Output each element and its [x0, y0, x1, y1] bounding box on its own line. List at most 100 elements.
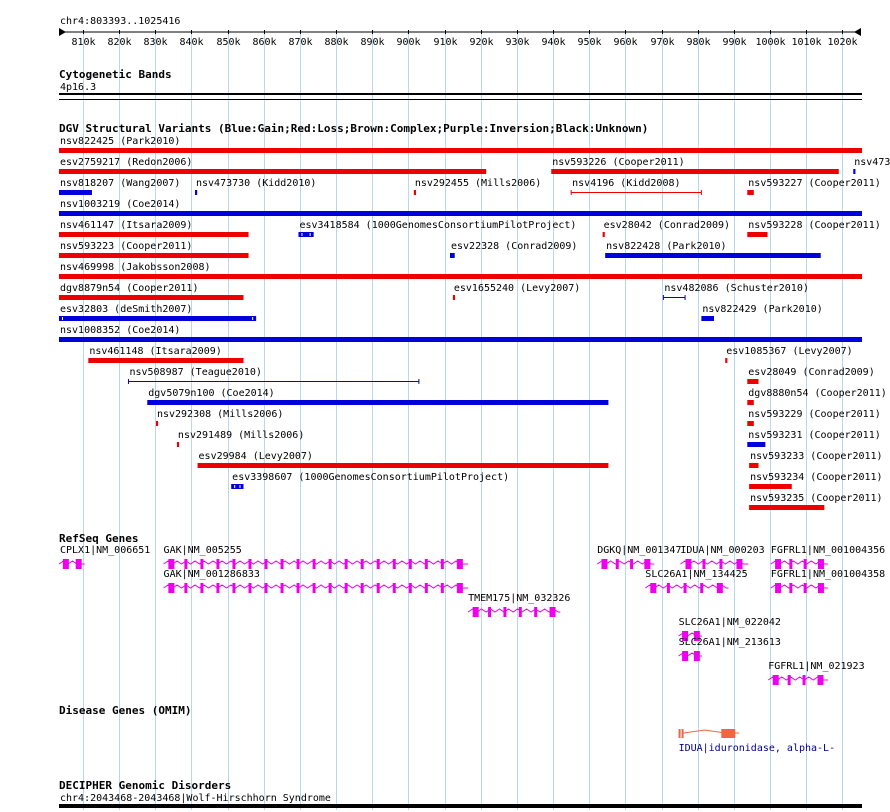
gene-intron-line[interactable] [163, 584, 469, 589]
omim-gene-label[interactable]: IDUA|iduronidase, alpha-L- [679, 743, 836, 754]
ruler-left-arrow-icon[interactable] [59, 28, 66, 36]
gene-label[interactable]: FGFRL1|NM_001004356 [771, 545, 885, 556]
gene-label[interactable]: TMEM175|NM_032326 [468, 593, 570, 604]
variant-bar[interactable] [88, 358, 244, 363]
variant-label[interactable]: nsv461148 (Itsara2009) [89, 346, 221, 357]
variant-label[interactable]: esv22328 (Conrad2009) [451, 241, 577, 252]
variant-bar[interactable] [747, 232, 768, 237]
ruler-right-arrow-icon[interactable] [854, 28, 861, 36]
variant-label[interactable]: nsv469998 (Jakobsson2008) [60, 262, 211, 273]
variant-bar[interactable] [413, 190, 416, 195]
gene-label[interactable]: GAK|NM_001286833 [164, 569, 260, 580]
variant-label[interactable]: nsv822425 (Park2010) [60, 136, 180, 147]
variant-bar[interactable] [452, 295, 456, 300]
variant-bar[interactable] [747, 400, 754, 405]
variant-bar[interactable] [59, 274, 862, 279]
variant-label[interactable]: dgv8879n54 (Cooper2011) [60, 283, 198, 294]
variant-label[interactable]: esv1655240 (Levy2007) [454, 283, 580, 294]
variant-bar[interactable] [59, 295, 244, 300]
variant-label[interactable]: nsv508987 (Teague2010) [129, 367, 261, 378]
gene-label[interactable]: SLC26A1|NM_213613 [679, 637, 781, 648]
variant-label[interactable]: nsv292308 (Mills2006) [157, 409, 283, 420]
gene-intron-line[interactable] [467, 608, 561, 613]
variant-bar[interactable] [231, 484, 244, 489]
variant-bar[interactable] [59, 190, 92, 195]
gene-intron-line[interactable] [645, 584, 729, 589]
variant-label[interactable]: nsv291489 (Mills2006) [178, 430, 304, 441]
variant-bar[interactable] [605, 253, 821, 258]
variant-bar[interactable] [853, 169, 856, 174]
variant-bar[interactable] [298, 232, 314, 237]
variant-label[interactable]: nsv461147 (Itsara2009) [60, 220, 192, 231]
gene-label[interactable]: DGKQ|NM_001347 [597, 545, 681, 556]
variant-bar[interactable] [59, 316, 257, 321]
gene-label[interactable]: IDUA|NM_000203 [680, 545, 764, 556]
variant-label[interactable]: dgv5079n100 (Coe2014) [148, 388, 274, 399]
variant-label[interactable]: nsv473020 [854, 157, 890, 168]
ruler-tick-label: 940k [541, 37, 565, 48]
variant-label[interactable]: nsv593223 (Cooper2011) [60, 241, 192, 252]
variant-label[interactable]: nsv593234 (Cooper2011) [750, 472, 882, 483]
variant-bar[interactable] [195, 190, 198, 195]
gene-label[interactable]: FGFRL1|NM_001004358 [771, 569, 885, 580]
variant-bar[interactable] [725, 358, 728, 363]
variant-label[interactable]: esv28049 (Conrad2009) [748, 367, 874, 378]
variant-label[interactable]: esv32803 (deSmith2007) [60, 304, 192, 315]
variant-label[interactable]: nsv822429 (Park2010) [702, 304, 822, 315]
variant-label[interactable]: nsv1008352 (Coe2014) [60, 325, 180, 336]
gene-intron-line[interactable] [163, 560, 469, 565]
variant-label[interactable]: esv28042 (Conrad2009) [604, 220, 730, 231]
variant-bar[interactable] [449, 253, 455, 258]
gene-exon [775, 583, 782, 593]
variant-bar[interactable] [747, 379, 759, 384]
variant-bar[interactable] [155, 421, 159, 426]
variant-label[interactable]: nsv473730 (Kidd2010) [196, 178, 316, 189]
variant-bar[interactable] [197, 463, 609, 468]
variant-label[interactable]: nsv593229 (Cooper2011) [748, 409, 880, 420]
variant-bar[interactable] [147, 400, 609, 405]
variant-label[interactable]: nsv822428 (Park2010) [606, 241, 726, 252]
variant-label[interactable]: nsv593227 (Cooper2011) [748, 178, 880, 189]
variant-label[interactable]: esv2759217 (Redon2006) [60, 157, 192, 168]
gene-label[interactable]: SLC26A1|NM_022042 [679, 617, 781, 628]
variant-bar[interactable] [59, 169, 487, 174]
variant-label[interactable]: nsv292455 (Mills2006) [415, 178, 541, 189]
variant-bar[interactable] [747, 442, 766, 447]
gene-label[interactable]: FGFRL1|NM_021923 [768, 661, 864, 672]
variant-label[interactable]: nsv593226 (Cooper2011) [552, 157, 684, 168]
variant-bar[interactable] [59, 337, 862, 342]
variant-label[interactable]: esv29984 (Levy2007) [199, 451, 313, 462]
decipher-entry-bar[interactable] [59, 804, 862, 808]
variant-bar[interactable] [59, 211, 862, 216]
variant-bar[interactable] [176, 442, 180, 447]
variant-bar[interactable] [749, 505, 825, 510]
variant-label[interactable]: esv3398607 (1000GenomesConsortiumPilotPr… [232, 472, 509, 483]
variant-bar[interactable] [59, 148, 862, 153]
variant-label[interactable]: nsv593231 (Cooper2011) [748, 430, 880, 441]
gene-label[interactable]: GAK|NM_005255 [164, 545, 242, 556]
variant-label[interactable]: dgv8880n54 (Cooper2011) [748, 388, 886, 399]
variant-bar[interactable] [551, 169, 839, 174]
variant-bar[interactable] [602, 232, 605, 237]
variant-label[interactable]: esv1085367 (Levy2007) [726, 346, 852, 357]
variant-bar[interactable] [701, 316, 715, 321]
variant-label[interactable]: nsv4196 (Kidd2008) [572, 178, 680, 189]
variant-bar[interactable] [59, 232, 249, 237]
variant-label[interactable]: nsv593233 (Cooper2011) [750, 451, 882, 462]
variant-label[interactable]: nsv593228 (Cooper2011) [748, 220, 880, 231]
gene-label[interactable]: SLC26A1|NM_134425 [645, 569, 747, 580]
variant-bar[interactable] [749, 484, 792, 489]
cytogenetic-band-bar[interactable] [59, 93, 862, 95]
variant-label[interactable]: nsv818207 (Wang2007) [60, 178, 180, 189]
variant-bar[interactable] [59, 253, 249, 258]
variant-bar[interactable] [749, 463, 759, 468]
gene-label[interactable]: CPLX1|NM_006651 [60, 545, 150, 556]
variant-bar[interactable] [747, 190, 754, 195]
variant-bar[interactable] [747, 421, 754, 426]
decipher-entry-label[interactable]: chr4:2043468-2043468|Wolf-Hirschhorn Syn… [60, 793, 331, 804]
variant-label[interactable]: nsv593235 (Cooper2011) [750, 493, 882, 504]
gene-exon [232, 583, 236, 593]
variant-label[interactable]: nsv482086 (Schuster2010) [664, 283, 809, 294]
variant-label[interactable]: nsv1003219 (Coe2014) [60, 199, 180, 210]
variant-label[interactable]: esv3418584 (1000GenomesConsortiumPilotPr… [299, 220, 576, 231]
